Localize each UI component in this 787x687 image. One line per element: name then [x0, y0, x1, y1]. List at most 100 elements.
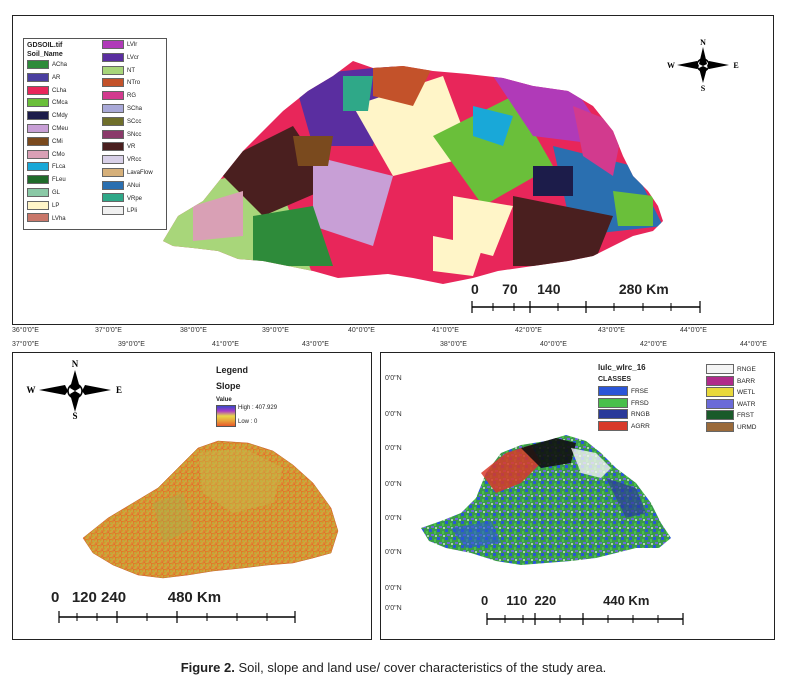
lulc-legend-swatch — [598, 409, 628, 420]
soil-legend-item: AR — [27, 72, 68, 85]
soil-legend-item: CMo — [27, 149, 68, 162]
lulc-legend-swatch — [598, 386, 628, 397]
coordinate-tick-label: 0'0"N — [385, 585, 402, 592]
soil-legend-item: SCha — [102, 103, 153, 116]
soil-legend-swatch — [27, 59, 49, 69]
soil-legend-swatch — [27, 72, 49, 82]
soil-legend-item: LavaFlow — [102, 167, 153, 180]
coordinate-tick-label: 0'0"N — [385, 411, 402, 418]
soil-legend-swatch — [102, 78, 124, 88]
lulc-legend-swatch — [706, 410, 734, 421]
coordinate-tick-label: 39°0'0"E — [118, 341, 145, 348]
slope-scale-label: 0 120 240 480 Km — [51, 589, 222, 606]
soil-legend-item: CMi — [27, 136, 68, 149]
soil-legend-swatch — [27, 175, 49, 185]
soil-legend-swatch — [102, 103, 124, 113]
lulc-scale-bar — [486, 613, 684, 625]
lulc-legend-left-column: FRSE FRSD RNGB AGRR — [598, 386, 650, 432]
soil-legend-label: CMeu — [52, 125, 69, 132]
coordinate-tick-label: 39°0'0"E — [262, 327, 289, 334]
lulc-legend-item: RNGB — [598, 409, 650, 421]
coordinate-tick-label: 44°0'0"E — [740, 341, 767, 348]
lulc-legend-item: BARR — [706, 375, 757, 388]
soil-legend-item: FLeu — [27, 174, 68, 187]
soil-legend-item: CMdy — [27, 110, 68, 123]
soil-legend-label: LVha — [52, 215, 66, 222]
lulc-legend-label: FRSE — [631, 388, 649, 395]
soil-legend-swatch — [27, 162, 49, 172]
lulc-legend-item: RNGE — [706, 364, 757, 376]
soil-legend-label: ACha — [52, 62, 68, 68]
soil-legend-label: CMca — [52, 100, 68, 107]
soil-legend-swatch — [102, 180, 124, 190]
coordinate-tick-label: 42°0'0"E — [515, 327, 542, 334]
lulc-legend-swatch — [706, 421, 734, 432]
svg-text:N: N — [700, 38, 706, 47]
coordinate-tick-label: 44°0'0"E — [680, 327, 707, 334]
lulc-legend-item: URMD — [706, 421, 757, 434]
caption-text: Soil, slope and land use/ cover characte… — [234, 660, 607, 675]
soil-legend-label: CLha — [52, 87, 67, 94]
slope-scale-bar — [58, 611, 296, 623]
soil-legend-item: ANui — [102, 180, 153, 193]
soil-legend-item: CMca — [27, 97, 68, 110]
soil-legend-swatch — [27, 136, 49, 146]
soil-legend-swatch — [27, 123, 49, 133]
soil-map-panel: GDSOIL.tif Soil_Name ACha AR CLha CMca CMdy C… — [12, 15, 774, 325]
lulc-legend-swatch — [598, 397, 628, 408]
coordinate-tick-label: 38°0'0"E — [440, 341, 467, 348]
lulc-legend-label: WETL — [737, 389, 756, 396]
lulc-legend-swatch — [598, 420, 628, 431]
soil-legend-label: CMdy — [52, 113, 68, 120]
soil-legend-swatch — [102, 116, 124, 126]
soil-legend-swatch — [27, 111, 49, 121]
soil-legend-swatch — [102, 52, 124, 62]
soil-legend-swatch — [27, 149, 49, 159]
coordinate-tick-label: 41°0'0"E — [432, 327, 459, 334]
soil-legend-item: SNcc — [102, 129, 153, 142]
slope-high-label: High : 407.929 — [238, 405, 278, 411]
coordinate-tick-label: 43°0'0"E — [598, 327, 625, 334]
soil-legend-label: SNcc — [127, 131, 142, 138]
coordinate-tick-label: 0'0"N — [385, 375, 402, 382]
soil-legend-item: LVcr — [102, 52, 153, 65]
soil-legend-label: VR — [127, 144, 136, 151]
soil-legend-swatch — [27, 187, 49, 197]
lulc-legend-label: RNGB — [631, 411, 650, 418]
caption-label: Figure 2. — [180, 660, 235, 675]
slope-legend: Legend Slope Value High : 407.929 Low : … — [208, 365, 358, 435]
lulc-legend-label: FRSD — [631, 399, 649, 407]
soil-legend-item: VRcc — [102, 154, 153, 167]
slope-legend-title: Legend — [216, 365, 249, 375]
soil-legend-label: CMi — [52, 138, 63, 145]
soil-legend-label: NT — [127, 67, 135, 74]
soil-legend-item: GL — [27, 187, 68, 200]
slope-map-panel: N S W E Legend Slope Value High : 407.92… — [12, 352, 372, 640]
coordinate-tick-label: 40°0'0"E — [540, 341, 567, 348]
soil-legend-title: GDSOIL.tif — [27, 42, 63, 49]
lulc-legend-item: FRSE — [598, 386, 650, 398]
soil-legend-swatch — [27, 200, 49, 210]
svg-text:S: S — [701, 84, 706, 92]
lulc-legend-label: BARR — [737, 377, 756, 385]
soil-legend-item: NT — [102, 65, 153, 78]
coordinate-tick-label: 42°0'0"E — [640, 341, 667, 348]
soil-legend-label: FLeu — [52, 177, 66, 184]
soil-legend-swatch — [27, 85, 49, 95]
north-arrow-icon: N S W E — [27, 359, 123, 420]
soil-legend-item: CMeu — [27, 123, 68, 136]
soil-legend-label: LavaFlow — [127, 169, 153, 176]
soil-legend-label: NTro — [127, 80, 141, 87]
soil-legend-item: SCcc — [102, 116, 153, 129]
soil-legend-label: FLca — [52, 164, 66, 171]
lulc-legend-label: AGRR — [631, 422, 650, 430]
svg-text:W: W — [667, 61, 675, 70]
svg-text:S: S — [72, 411, 77, 420]
soil-legend-label: VRcc — [127, 157, 142, 164]
slope-legend-field: Value — [216, 397, 232, 403]
lulc-legend-item: FRSD — [598, 397, 650, 410]
soil-legend-item: RG — [102, 90, 153, 103]
slope-legend-layer: Slope — [216, 381, 241, 391]
soil-legend: GDSOIL.tif Soil_Name ACha AR CLha CMca CMdy C… — [23, 38, 167, 230]
coordinate-tick-label: 40°0'0"E — [348, 327, 375, 334]
